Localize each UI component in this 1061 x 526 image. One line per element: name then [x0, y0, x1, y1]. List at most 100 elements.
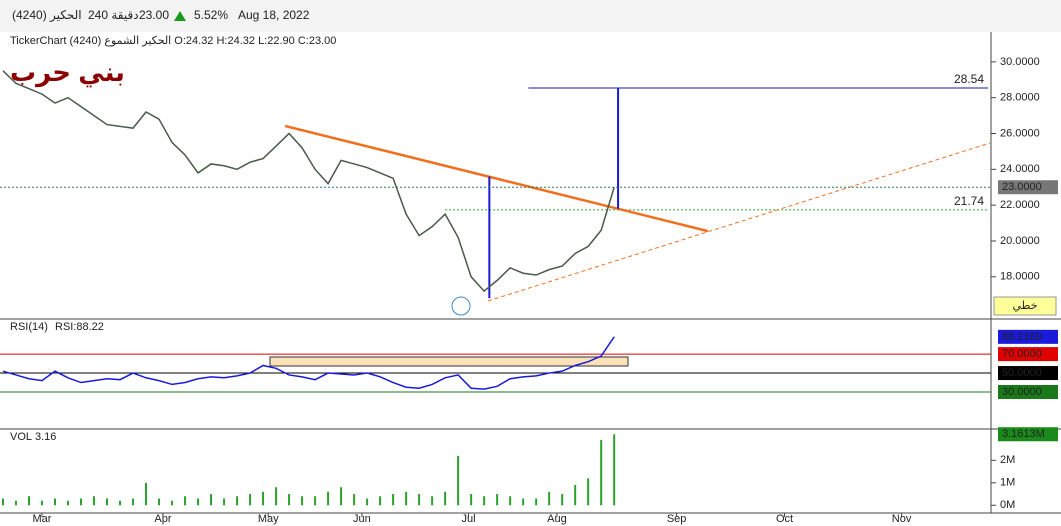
bar — [54, 498, 57, 506]
y-tick-label: 30.0000 — [1000, 56, 1040, 68]
bar — [119, 500, 122, 506]
bar — [561, 494, 564, 506]
panel-title: VOL — [10, 431, 32, 443]
bar — [509, 496, 512, 506]
bar — [353, 494, 356, 506]
mode-button-label[interactable]: خطي — [1013, 300, 1038, 312]
y-tick-label: 26.0000 — [1000, 127, 1040, 139]
level-box — [998, 347, 1058, 362]
p-icon — [451, 296, 471, 316]
bar — [197, 498, 200, 506]
x-tick-label: Nov — [892, 513, 912, 525]
bar — [41, 500, 44, 506]
bar — [392, 494, 395, 506]
level-box — [998, 366, 1058, 381]
bar — [340, 487, 343, 506]
x-tick-label: Mar — [33, 513, 52, 525]
current-box — [998, 427, 1058, 442]
bar — [574, 485, 577, 506]
bar — [587, 478, 590, 506]
bar — [14, 500, 17, 506]
price: 23.00 — [139, 8, 169, 22]
bar — [249, 494, 252, 506]
current-label: 3.1613M — [1002, 428, 1045, 440]
interval: 240 دقيقة — [88, 8, 139, 22]
x-tick-label: Apr — [154, 513, 171, 525]
x-tick-label: Sep — [667, 513, 687, 525]
bar — [171, 500, 174, 506]
bar — [613, 434, 616, 506]
bar — [327, 491, 330, 506]
bar — [470, 494, 473, 506]
bar — [535, 498, 538, 506]
y-tick-label: 24.0000 — [1000, 163, 1040, 175]
current-label: 88.2169 — [1002, 331, 1042, 343]
level-label: 30.0000 — [1002, 386, 1042, 398]
x-tick-label: Jul — [462, 513, 476, 525]
bar — [1, 498, 4, 506]
y-tick-label: 2M — [1000, 454, 1015, 466]
bar — [106, 498, 109, 506]
bar — [522, 498, 525, 506]
bar — [223, 498, 226, 506]
bar — [405, 491, 408, 506]
y-tick-label: 0M — [1000, 499, 1015, 511]
bar — [93, 496, 96, 506]
bar — [366, 498, 369, 506]
mode-button[interactable] — [993, 296, 1057, 316]
bar — [548, 491, 551, 506]
bar — [288, 494, 291, 506]
series-line — [2, 70, 615, 293]
y-tick-label: 1M — [1000, 477, 1015, 489]
current-box — [998, 180, 1058, 195]
x-tick-label: Aug — [547, 513, 567, 525]
watermark: بني حرب — [10, 57, 125, 88]
ohlc-legend: TickerChart الحكير الشموع (4240) O:24.32… — [10, 35, 336, 47]
trend-line — [487, 142, 991, 302]
bar — [418, 494, 421, 506]
current-box — [998, 329, 1058, 344]
bar — [275, 487, 278, 506]
change: 5.52% — [194, 8, 228, 22]
panel-value: 3.16 — [35, 431, 56, 443]
bar — [27, 496, 30, 506]
bar — [158, 498, 161, 506]
y-tick-label: 28.0000 — [1000, 92, 1040, 104]
up-arrow — [174, 11, 186, 21]
bar — [444, 491, 447, 506]
level-label: 28.54 — [954, 72, 984, 86]
level-label: 50.0000 — [1002, 367, 1042, 379]
bar — [184, 496, 187, 506]
bar — [236, 496, 239, 506]
trend-line — [284, 124, 709, 233]
y-tick-label: 20.0000 — [1000, 235, 1040, 247]
level-label: 70.0000 — [1002, 348, 1042, 360]
bar — [132, 498, 135, 506]
bar — [496, 494, 499, 506]
date: Aug 18, 2022 — [238, 8, 310, 22]
series-line — [2, 336, 615, 390]
toolbar — [0, 0, 1061, 32]
highlight-box — [269, 356, 629, 367]
bar — [457, 455, 460, 506]
bar — [379, 496, 382, 506]
bar — [314, 496, 317, 506]
bar — [80, 498, 83, 506]
bar — [431, 496, 434, 506]
bar — [145, 482, 148, 506]
bar — [262, 491, 265, 506]
y-tick-label: 22.0000 — [1000, 199, 1040, 211]
x-tick-label: May — [258, 513, 279, 525]
panel-title: RSI(14) — [10, 321, 48, 333]
level-box — [998, 385, 1058, 399]
bar — [67, 500, 70, 506]
panel-value: RSI:88.22 — [55, 321, 104, 333]
x-tick-label: Jun — [353, 513, 371, 525]
y-tick-label: 18.0000 — [1000, 271, 1040, 283]
symbol: الحكير (4240) — [12, 8, 82, 23]
level-label: 21.74 — [954, 194, 984, 208]
current-label: 23.0000 — [1002, 181, 1042, 193]
bar — [483, 496, 486, 506]
bar — [210, 494, 213, 506]
